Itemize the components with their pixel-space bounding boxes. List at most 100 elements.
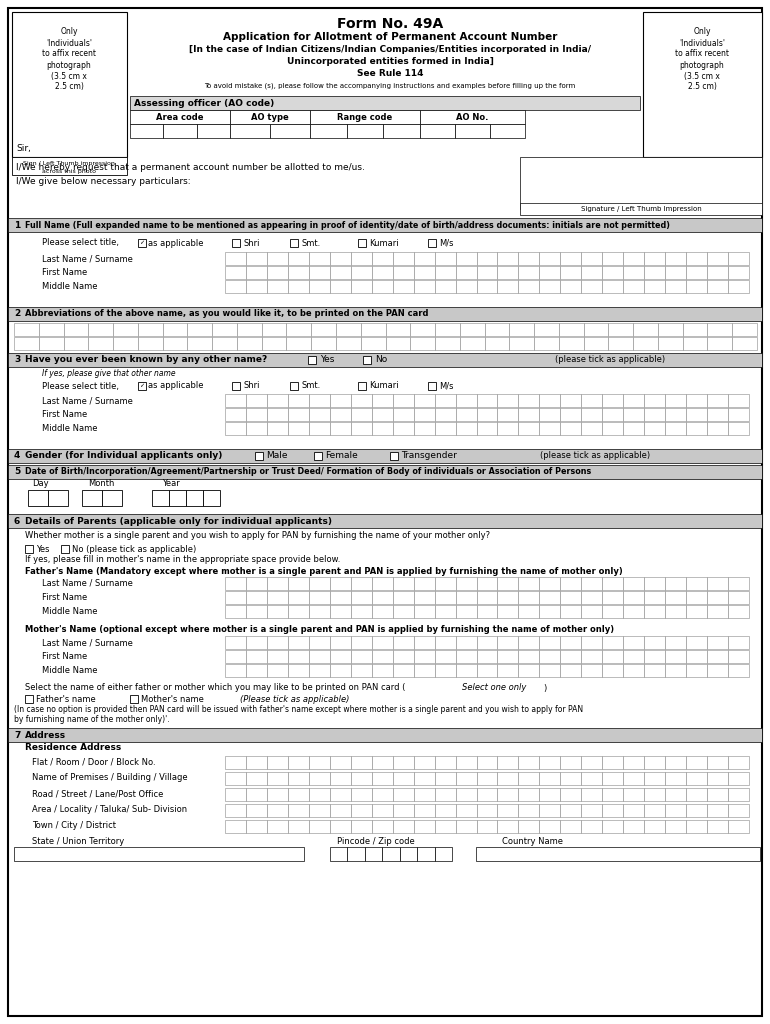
- Bar: [246, 756, 267, 769]
- Bar: [728, 820, 749, 833]
- Bar: [330, 847, 347, 861]
- Bar: [540, 756, 561, 769]
- Bar: [237, 323, 262, 336]
- Bar: [383, 124, 420, 138]
- Bar: [393, 252, 413, 265]
- Bar: [225, 788, 246, 801]
- Bar: [330, 252, 351, 265]
- Text: Last Name / Surname: Last Name / Surname: [42, 254, 133, 263]
- Text: AO type: AO type: [251, 113, 289, 122]
- Text: To avoid mistake (s), please follow the accompanying instructions and examples b: To avoid mistake (s), please follow the …: [204, 83, 576, 89]
- Bar: [477, 788, 497, 801]
- Bar: [644, 636, 665, 649]
- Bar: [225, 266, 246, 279]
- Bar: [413, 636, 434, 649]
- Bar: [64, 337, 89, 350]
- Bar: [540, 820, 561, 833]
- Bar: [644, 650, 665, 663]
- Bar: [728, 252, 749, 265]
- Bar: [309, 591, 330, 604]
- Text: Smt.: Smt.: [301, 239, 320, 248]
- Bar: [534, 337, 559, 350]
- Bar: [225, 280, 246, 293]
- Bar: [351, 266, 372, 279]
- Bar: [477, 408, 497, 421]
- Bar: [113, 323, 138, 336]
- Bar: [559, 323, 584, 336]
- Bar: [330, 394, 351, 407]
- Text: First Name: First Name: [42, 410, 87, 419]
- Bar: [686, 772, 707, 785]
- Bar: [686, 664, 707, 677]
- Bar: [665, 804, 686, 817]
- Bar: [267, 408, 288, 421]
- Bar: [658, 337, 683, 350]
- Bar: [309, 577, 330, 590]
- Bar: [434, 605, 456, 618]
- Bar: [581, 280, 602, 293]
- Bar: [393, 408, 413, 421]
- Bar: [246, 664, 267, 677]
- Bar: [246, 820, 267, 833]
- Bar: [707, 756, 728, 769]
- Bar: [420, 124, 455, 138]
- Bar: [330, 772, 351, 785]
- Bar: [561, 394, 581, 407]
- Bar: [456, 394, 477, 407]
- Text: (3.5 cm x: (3.5 cm x: [684, 72, 720, 81]
- Bar: [602, 266, 623, 279]
- Text: 3: 3: [14, 355, 20, 365]
- Text: Transgender: Transgender: [401, 452, 457, 461]
- Bar: [581, 408, 602, 421]
- Bar: [477, 804, 497, 817]
- Bar: [372, 605, 393, 618]
- Bar: [584, 337, 608, 350]
- Text: (please tick as applicable): (please tick as applicable): [540, 452, 650, 461]
- Bar: [130, 124, 163, 138]
- Bar: [393, 650, 413, 663]
- Bar: [686, 820, 707, 833]
- Text: AO No.: AO No.: [457, 113, 489, 122]
- Bar: [623, 280, 644, 293]
- Bar: [665, 408, 686, 421]
- Text: Middle Name: Middle Name: [42, 424, 98, 433]
- Text: Area / Locality / Taluka/ Sub- Division: Area / Locality / Taluka/ Sub- Division: [32, 806, 187, 814]
- Bar: [623, 788, 644, 801]
- Bar: [267, 636, 288, 649]
- Bar: [413, 266, 434, 279]
- Bar: [393, 756, 413, 769]
- Text: Assessing officer (AO code): Assessing officer (AO code): [134, 98, 274, 108]
- Bar: [413, 772, 434, 785]
- Bar: [309, 820, 330, 833]
- Bar: [518, 605, 540, 618]
- Bar: [728, 804, 749, 817]
- Text: Address: Address: [25, 730, 66, 739]
- Bar: [393, 591, 413, 604]
- Bar: [623, 636, 644, 649]
- Bar: [644, 422, 665, 435]
- Bar: [665, 636, 686, 649]
- Bar: [456, 266, 477, 279]
- Bar: [686, 591, 707, 604]
- Bar: [290, 239, 298, 247]
- Bar: [497, 394, 518, 407]
- Text: I/We hereby request that a permanent account number be allotted to me/us.: I/We hereby request that a permanent acc…: [16, 164, 365, 172]
- Bar: [477, 605, 497, 618]
- Bar: [288, 408, 309, 421]
- Bar: [623, 650, 644, 663]
- Text: No: No: [375, 355, 387, 365]
- Bar: [561, 804, 581, 817]
- Bar: [456, 605, 477, 618]
- Bar: [309, 756, 330, 769]
- Text: as applicable: as applicable: [148, 239, 203, 248]
- Bar: [346, 124, 383, 138]
- Text: Please select title,: Please select title,: [42, 239, 119, 248]
- Text: Sir,: Sir,: [16, 143, 31, 153]
- Bar: [540, 788, 561, 801]
- Text: Month: Month: [88, 479, 115, 488]
- Text: Father's Name (Mandatory except where mother is a single parent and PAN is appli: Father's Name (Mandatory except where mo…: [25, 566, 623, 575]
- Bar: [372, 804, 393, 817]
- Bar: [561, 788, 581, 801]
- Bar: [309, 422, 330, 435]
- Bar: [728, 394, 749, 407]
